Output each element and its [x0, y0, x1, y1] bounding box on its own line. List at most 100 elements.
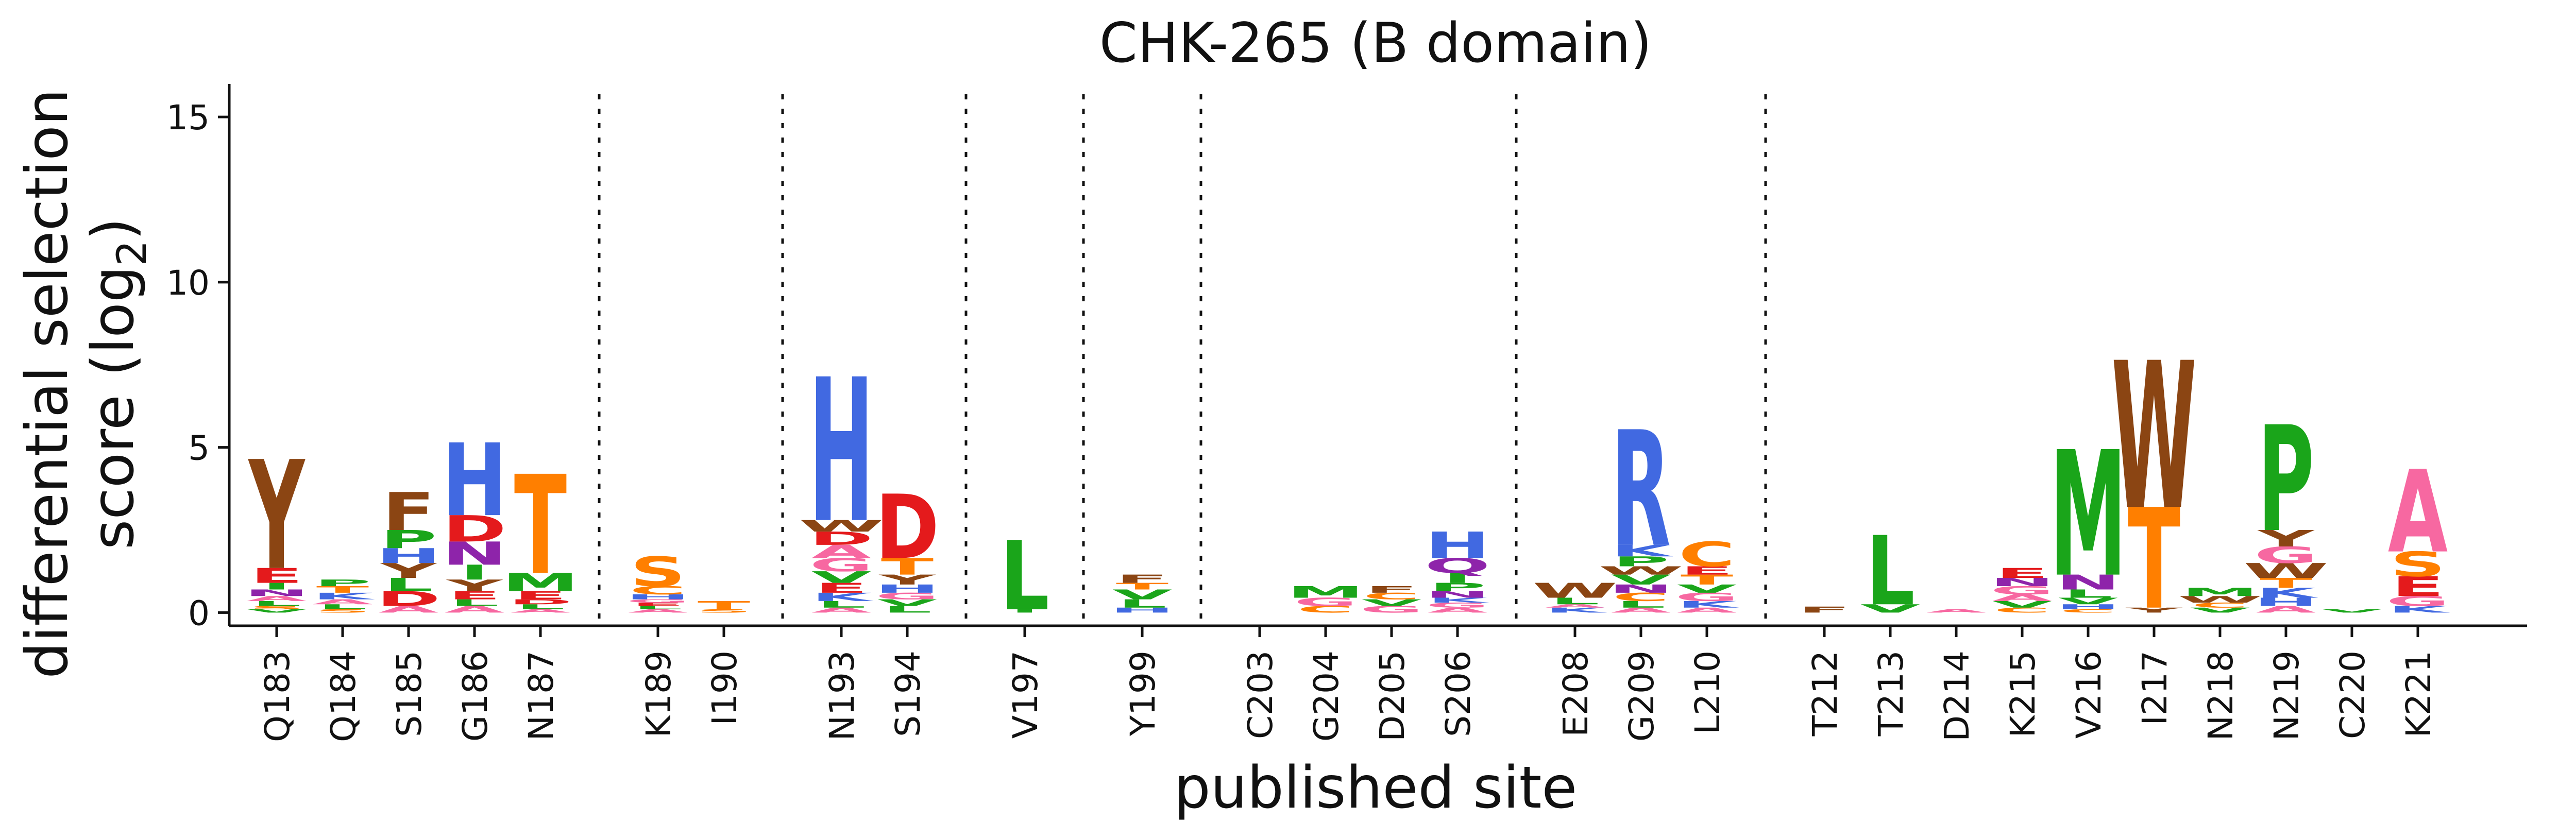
logo-letter: L: [1616, 600, 1666, 610]
logo-letter: S: [630, 549, 686, 596]
logo-letter: A: [511, 608, 570, 613]
y-tick-label: 10: [166, 263, 210, 303]
logo-letter: V: [2058, 596, 2119, 606]
logo-letter: L: [450, 597, 499, 608]
logo-letter: L: [883, 604, 932, 614]
logo-letter: L: [252, 600, 301, 607]
logo-letter: C: [1994, 606, 2050, 614]
logo-letter: R: [1611, 398, 1671, 583]
logo-stack: F: [1798, 605, 1851, 614]
logo-letter: W: [1598, 564, 1683, 577]
logo-letter: Q: [1425, 554, 1490, 578]
logo-stack: ST: [696, 599, 752, 614]
logo-letter: V: [2322, 608, 2382, 613]
x-tick-label: K215: [2003, 650, 2043, 738]
logo-letter: H: [625, 593, 690, 601]
x-tick-label: E208: [1556, 650, 1596, 737]
chart-title: CHK-265 (B domain): [1099, 11, 1652, 75]
logo-letter: N: [1425, 589, 1490, 600]
x-tick-label: K189: [639, 650, 679, 738]
logo-letter: G: [626, 598, 689, 604]
x-tick-label: V216: [2069, 650, 2109, 739]
logo-letter: A: [247, 595, 307, 603]
logo-letter: G: [2386, 593, 2449, 609]
logo-letter: V: [877, 597, 938, 608]
logo-letter: T: [881, 554, 934, 580]
logo-letter: A: [313, 598, 372, 606]
logo-letter: T: [2128, 480, 2180, 641]
logo-letter: M: [2181, 586, 2258, 599]
logo-letter: N: [2056, 571, 2121, 594]
logo-letter: E: [2392, 571, 2444, 603]
logo-stack: IL: [1000, 521, 1049, 632]
y-tick-label: 0: [188, 593, 210, 633]
logo-letter: I: [1443, 570, 1472, 586]
logo-letter: N: [244, 588, 309, 598]
x-tick-label: K221: [2399, 650, 2438, 738]
logo-letter: G: [1294, 595, 1357, 609]
logo-letter: C: [630, 584, 686, 597]
logo-letter: L: [2063, 587, 2113, 601]
logo-letter: W: [799, 517, 884, 536]
logo-letter: P: [1429, 580, 1486, 594]
logo-letter: V: [1112, 587, 1172, 603]
logo-letter: K: [1611, 542, 1674, 560]
logo-letter: A: [811, 541, 871, 562]
x-tick-label: G209: [1622, 650, 1662, 742]
plot-area: 0 5 10 15 Q183 Q184 S185 G186 N187 K189 I190 N193 S1…: [166, 84, 2527, 742]
logo-letter: F: [1116, 572, 1168, 586]
logo-letter: S: [696, 608, 752, 613]
logo-letter: V: [1611, 572, 1671, 588]
logo-letter: M: [502, 568, 579, 597]
logo-letter: L: [817, 600, 866, 610]
logo-letter: E: [1996, 566, 2048, 581]
x-tick-label: G204: [1307, 650, 1346, 742]
logo-letter: A: [628, 608, 688, 613]
x-tick-label: C203: [1241, 650, 1280, 739]
logo-stack: A: [1926, 608, 1986, 613]
x-tick-label: D205: [1372, 650, 1412, 742]
x-tick-label: I217: [2135, 650, 2175, 725]
logo-letter: E: [250, 564, 303, 588]
logo-letter: S: [2390, 545, 2446, 585]
logo-letter: K: [1428, 596, 1490, 604]
logo-letter: W: [2111, 320, 2196, 555]
logo-letter: G: [2254, 542, 2317, 569]
logo-letter: D: [809, 528, 874, 549]
logo-letter: V: [811, 568, 871, 587]
logo-letter: H: [1110, 606, 1175, 614]
x-tick-label: Q184: [324, 650, 363, 742]
logo-letter: D: [875, 476, 940, 579]
x-tick-label: T213: [1871, 650, 1911, 737]
logo-letter: V: [1992, 600, 2053, 610]
y-tick-label: 15: [166, 98, 210, 138]
y-tick-label: 5: [188, 429, 210, 468]
logo-letter: I: [460, 560, 489, 584]
logo-letter: C: [1613, 591, 1669, 604]
logo-letter: F: [382, 482, 435, 543]
logo-letter: N: [1608, 583, 1673, 596]
x-tick-label: T212: [1805, 650, 1845, 737]
logo-letter: T: [514, 447, 567, 605]
logo-letter: Y: [379, 559, 437, 583]
logo-stack: YTW: [2111, 320, 2196, 641]
logo-letter: T: [698, 599, 750, 612]
logo-letter: D: [509, 598, 573, 606]
logo-letter: C: [1363, 591, 1420, 602]
logo-letter: H: [2253, 595, 2318, 609]
logo-letter: T: [1116, 581, 1169, 591]
logo-letter: K: [1545, 606, 1607, 614]
logo-letter: L: [633, 605, 683, 610]
x-tick-label: N187: [521, 650, 561, 741]
